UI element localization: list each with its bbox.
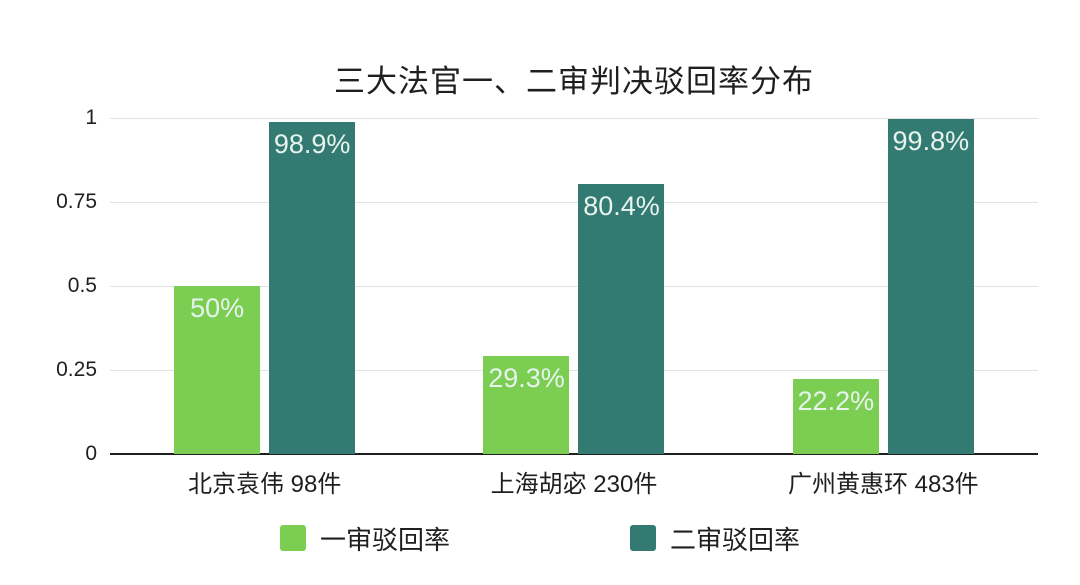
category-label-guangzhou: 广州黄惠环 483件 bbox=[787, 471, 979, 498]
bar-group-beijing: 50% 98.9% bbox=[110, 118, 419, 454]
bar-first-instance-beijing: 50% bbox=[174, 286, 261, 454]
gridline-0-75 bbox=[110, 202, 1038, 203]
bar-group-shanghai: 29.3% 80.4% bbox=[419, 118, 728, 454]
bar-second-instance-guangzhou: 99.8% bbox=[887, 118, 974, 454]
legend: 一审驳回率 二审驳回率 bbox=[0, 520, 1080, 557]
gridline-0-5 bbox=[110, 286, 1038, 287]
legend-item-first-instance: 一审驳回率 bbox=[279, 520, 450, 557]
chart-title: 三大法官一、二审判决驳回率分布 bbox=[334, 64, 814, 99]
x-axis-labels: 北京袁伟 98件 上海胡宓 230件 广州黄惠环 483件 bbox=[110, 464, 1038, 499]
y-tick-0-75: 0.75 bbox=[56, 190, 97, 213]
gridline-1 bbox=[110, 118, 1038, 119]
y-tick-0-5: 0.5 bbox=[67, 274, 97, 297]
bar-value-label: 29.3% bbox=[488, 362, 565, 393]
y-tick-0-25: 0.25 bbox=[56, 358, 97, 381]
legend-swatch-teal-icon bbox=[630, 525, 656, 551]
x-axis-line bbox=[110, 453, 1038, 455]
bar-value-label: 99.8% bbox=[892, 125, 970, 156]
bar-second-instance-beijing: 98.9% bbox=[269, 121, 356, 454]
legend-item-second-instance: 二审驳回率 bbox=[630, 520, 800, 557]
gridline-0-25 bbox=[110, 370, 1038, 371]
bar-value-label: 50% bbox=[190, 293, 245, 323]
y-tick-0: 0 bbox=[85, 442, 97, 465]
bar-group-guangzhou: 22.2% 99.8% bbox=[729, 118, 1038, 454]
bar-value-label: 98.9% bbox=[273, 128, 351, 159]
bar-second-instance-shanghai: 80.4% bbox=[578, 183, 665, 454]
legend-label-second-instance: 二审驳回率 bbox=[670, 524, 801, 555]
plot-area: 1 0.75 0.5 0.25 0 50% 98.9% 29.3% 80.4% bbox=[56, 106, 1038, 465]
legend-label-first-instance: 一审驳回率 bbox=[319, 524, 450, 555]
bar-first-instance-shanghai: 29.3% bbox=[483, 355, 570, 454]
y-tick-1: 1 bbox=[85, 106, 97, 129]
bar-value-label: 80.4% bbox=[583, 190, 660, 221]
category-label-beijing: 北京袁伟 98件 bbox=[187, 471, 342, 498]
legend-swatch-green-icon bbox=[279, 525, 306, 551]
bar-first-instance-guangzhou: 22.2% bbox=[792, 379, 879, 454]
bar-value-label: 22.2% bbox=[797, 386, 875, 417]
category-label-shanghai: 上海胡宓 230件 bbox=[490, 471, 658, 498]
bar-groups: 50% 98.9% 29.3% 80.4% 22.2% 99 bbox=[110, 118, 1038, 454]
